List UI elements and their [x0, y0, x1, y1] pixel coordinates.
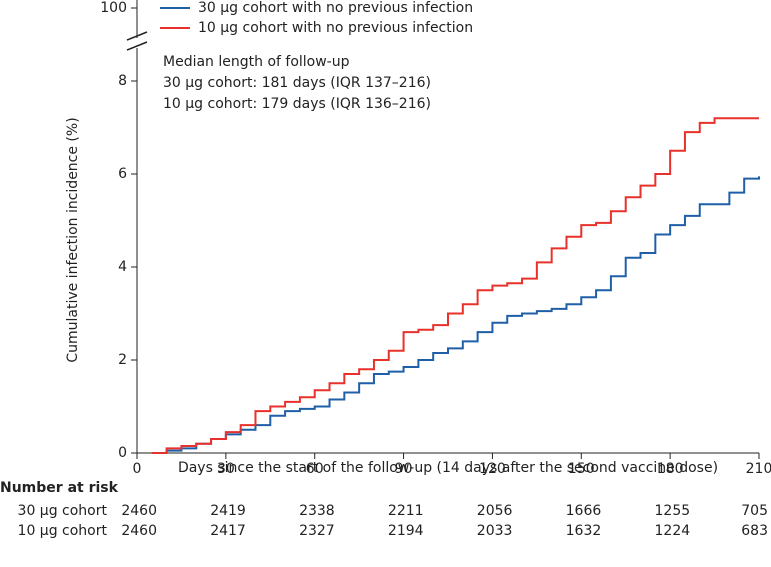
y-tick-label: 100 — [100, 0, 127, 16]
x-axis-label: Days since the start of the follow-up (1… — [178, 460, 718, 476]
risk-value: 1224 — [655, 523, 691, 539]
annotation: 10 µg cohort: 179 days (IQR 136–216) — [163, 96, 431, 112]
legend-label: 10 µg cohort with no previous infection — [198, 20, 473, 36]
risk-value: 2460 — [121, 523, 157, 539]
y-tick-label: 6 — [118, 166, 127, 182]
risk-value: 2460 — [121, 503, 157, 519]
risk-value: 2327 — [299, 523, 335, 539]
annotation: 30 µg cohort: 181 days (IQR 137–216) — [163, 75, 431, 91]
y-tick-label: 4 — [118, 259, 127, 275]
risk-value: 2033 — [477, 523, 513, 539]
risk-row-label: 10 µg cohort — [18, 523, 108, 539]
legend-label: 30 µg cohort with no previous infection — [198, 0, 473, 16]
annotation: Median length of follow-up — [163, 54, 350, 70]
x-tick-label: 210 — [746, 461, 771, 477]
risk-row-label: 30 µg cohort — [18, 503, 108, 519]
x-tick-label: 120 — [479, 461, 506, 477]
risk-value: 683 — [741, 523, 768, 539]
x-tick-label: 150 — [568, 461, 595, 477]
x-tick-label: 0 — [133, 461, 142, 477]
risk-value: 2419 — [210, 503, 246, 519]
risk-value: 2211 — [388, 503, 424, 519]
x-tick-label: 180 — [657, 461, 684, 477]
series-line — [151, 117, 759, 454]
y-tick-label: 2 — [118, 352, 127, 368]
risk-value: 705 — [741, 503, 768, 519]
risk-value: 1666 — [566, 503, 602, 519]
axis-break — [126, 31, 148, 41]
y-tick-label: 8 — [118, 73, 127, 89]
series-line — [151, 176, 760, 454]
risk-value: 2194 — [388, 523, 424, 539]
risk-value: 2056 — [477, 503, 513, 519]
x-tick-label: 90 — [395, 461, 413, 477]
y-tick-label: 0 — [118, 445, 127, 461]
y-axis-label: Cumulative infection incidence (%) — [65, 117, 81, 362]
risk-value: 2338 — [299, 503, 335, 519]
axis-break — [126, 41, 148, 51]
risk-value: 2417 — [210, 523, 246, 539]
x-tick-label: 30 — [217, 461, 235, 477]
risk-table-title: Number at risk — [0, 480, 119, 496]
x-tick-label: 60 — [306, 461, 324, 477]
risk-value: 1632 — [566, 523, 602, 539]
risk-value: 1255 — [655, 503, 691, 519]
